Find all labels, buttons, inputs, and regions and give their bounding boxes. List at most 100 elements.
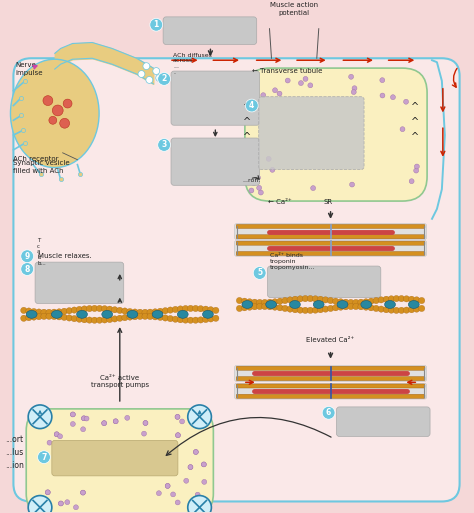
Circle shape xyxy=(71,315,77,322)
Circle shape xyxy=(132,309,138,315)
Circle shape xyxy=(156,491,161,496)
Circle shape xyxy=(43,96,53,106)
Text: 4: 4 xyxy=(249,101,255,110)
Circle shape xyxy=(26,308,32,314)
Circle shape xyxy=(56,457,61,462)
Circle shape xyxy=(36,313,42,320)
Ellipse shape xyxy=(177,310,188,318)
Circle shape xyxy=(101,421,107,426)
Circle shape xyxy=(70,412,75,417)
Circle shape xyxy=(46,490,50,495)
Circle shape xyxy=(157,308,164,314)
Circle shape xyxy=(142,313,148,320)
Circle shape xyxy=(257,185,262,190)
Circle shape xyxy=(117,307,123,313)
Circle shape xyxy=(143,421,148,425)
Circle shape xyxy=(86,317,92,323)
Circle shape xyxy=(343,299,349,305)
Circle shape xyxy=(81,306,88,312)
Circle shape xyxy=(261,93,266,97)
Circle shape xyxy=(132,313,138,320)
Circle shape xyxy=(54,432,59,437)
Circle shape xyxy=(96,305,103,311)
Circle shape xyxy=(403,295,410,302)
Text: ACh receptor: ACh receptor xyxy=(13,155,59,162)
Circle shape xyxy=(113,419,118,424)
Circle shape xyxy=(393,295,400,302)
Circle shape xyxy=(358,299,364,305)
Circle shape xyxy=(41,309,47,315)
Text: Ca²⁺ active
transport pumps: Ca²⁺ active transport pumps xyxy=(91,374,149,388)
Circle shape xyxy=(177,317,183,323)
Circle shape xyxy=(46,309,52,315)
Ellipse shape xyxy=(10,59,99,168)
Circle shape xyxy=(391,95,395,100)
Circle shape xyxy=(188,405,211,428)
Circle shape xyxy=(81,317,88,323)
Circle shape xyxy=(195,492,200,497)
FancyBboxPatch shape xyxy=(171,71,260,125)
Circle shape xyxy=(303,76,308,82)
Circle shape xyxy=(66,315,73,321)
Circle shape xyxy=(237,305,243,311)
Text: SR: SR xyxy=(324,199,333,205)
Circle shape xyxy=(70,412,75,417)
Circle shape xyxy=(262,303,268,310)
Circle shape xyxy=(277,91,282,96)
Circle shape xyxy=(162,308,168,314)
Circle shape xyxy=(267,299,273,305)
Circle shape xyxy=(332,298,339,304)
Circle shape xyxy=(202,317,209,323)
Circle shape xyxy=(352,86,357,91)
Text: ^: ^ xyxy=(411,117,419,127)
Circle shape xyxy=(150,18,163,31)
Circle shape xyxy=(143,421,148,425)
Circle shape xyxy=(51,313,57,320)
Circle shape xyxy=(208,316,214,322)
Circle shape xyxy=(81,490,85,495)
Circle shape xyxy=(272,304,278,310)
Circle shape xyxy=(373,298,379,304)
Circle shape xyxy=(353,303,359,310)
Text: Muscle action
potential: Muscle action potential xyxy=(270,3,318,16)
Text: 5: 5 xyxy=(257,268,262,278)
Circle shape xyxy=(175,500,180,505)
Circle shape xyxy=(398,307,405,313)
FancyBboxPatch shape xyxy=(26,409,213,513)
Circle shape xyxy=(82,416,86,421)
Circle shape xyxy=(56,309,62,315)
FancyBboxPatch shape xyxy=(163,17,257,45)
Circle shape xyxy=(28,405,52,428)
Circle shape xyxy=(322,406,335,419)
Text: ^: ^ xyxy=(411,103,419,112)
Text: ACh diffuses
across
...
.: ACh diffuses across ... . xyxy=(173,53,212,75)
Circle shape xyxy=(312,295,319,302)
FancyBboxPatch shape xyxy=(235,366,427,381)
Circle shape xyxy=(137,309,143,315)
Circle shape xyxy=(158,72,171,85)
Circle shape xyxy=(373,305,379,311)
Circle shape xyxy=(148,459,153,463)
Circle shape xyxy=(137,313,143,320)
FancyBboxPatch shape xyxy=(235,383,427,399)
Circle shape xyxy=(251,147,256,152)
Circle shape xyxy=(253,267,266,280)
Circle shape xyxy=(172,466,177,471)
FancyBboxPatch shape xyxy=(236,394,425,399)
Circle shape xyxy=(322,306,328,312)
Circle shape xyxy=(187,305,194,311)
Circle shape xyxy=(332,305,339,311)
Text: ^: ^ xyxy=(411,132,419,142)
Circle shape xyxy=(363,299,369,305)
Circle shape xyxy=(157,314,164,321)
Ellipse shape xyxy=(202,310,213,318)
Text: 9: 9 xyxy=(25,252,30,261)
FancyBboxPatch shape xyxy=(337,407,430,437)
FancyBboxPatch shape xyxy=(236,251,425,255)
Circle shape xyxy=(182,305,189,312)
Text: 7: 7 xyxy=(41,452,46,462)
Circle shape xyxy=(413,306,420,312)
Circle shape xyxy=(409,296,415,303)
Circle shape xyxy=(266,156,271,161)
Circle shape xyxy=(400,127,405,132)
